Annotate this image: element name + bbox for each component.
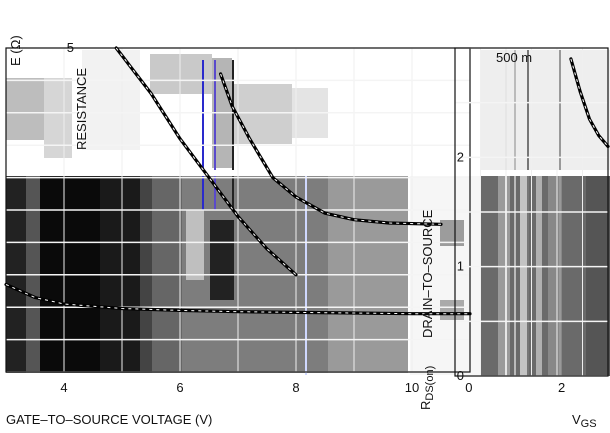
scan-block [26, 175, 40, 373]
series-highlight-1 [570, 58, 609, 147]
x-tick-label: 10 [405, 380, 419, 395]
right-y-axis-symbol: RDS(on) [418, 366, 436, 410]
x-tick-label: 0 [465, 380, 472, 395]
left-x-ticks: 4 6 8 10 [60, 380, 419, 395]
scan-block [210, 220, 234, 300]
right-grid [454, 47, 609, 377]
scan-block [586, 170, 610, 376]
right-y-ticks: 0 1 2 [457, 149, 464, 383]
x-tick-label: 8 [292, 380, 299, 395]
left-x-axis-label: GATE–TO–SOURCE VOLTAGE (V) [6, 412, 212, 427]
right-series-group [569, 57, 610, 148]
scan-block [440, 300, 464, 320]
right-x-axis-sub: GS [581, 418, 597, 430]
left-chart: 4 6 8 10 5 GATE–TO–SOURCE VOLTAGE (V) RESIS… [4, 35, 472, 427]
scan-block [548, 170, 562, 376]
left-y-ticks: 5 [67, 40, 74, 55]
right-x-axis-symbol: V [572, 412, 581, 427]
y-tick-label: 5 [67, 40, 74, 55]
scan-block [6, 78, 44, 140]
scan-artifacts [0, 50, 610, 376]
series-highlight-1 [5, 284, 470, 315]
plot-frame [5, 47, 471, 373]
scan-block [6, 175, 26, 373]
scan-block [40, 175, 100, 373]
left-y-axis-unit: E (Ω) [8, 35, 23, 66]
x-tick-label: 2 [558, 380, 565, 395]
scan-block [150, 54, 212, 94]
right-y-axis-symbol-main: R [418, 401, 433, 410]
scan-block [152, 175, 182, 373]
right-x-axis-label: VGS [572, 412, 597, 430]
x-tick-label: 6 [176, 380, 183, 395]
scan-block [480, 50, 610, 170]
right-y-axis-label: DRAIN–TO–SOURCE [420, 209, 435, 338]
x-tick-label: 4 [60, 380, 67, 395]
series-highlight-2 [220, 73, 442, 225]
scan-block [44, 78, 72, 158]
scan-seam [0, 170, 610, 176]
scan-block [520, 170, 528, 376]
scan-block [100, 175, 140, 373]
right-y-axis-symbol-sub: DS(on) [424, 366, 436, 401]
scan-block [498, 170, 510, 376]
scan-block [82, 50, 140, 150]
scan-block [232, 84, 292, 144]
scan-block [186, 210, 204, 280]
left-y-axis-label: RESISTANCE [74, 68, 89, 150]
series-highlight-3 [115, 47, 297, 276]
y-tick-label: 2 [457, 149, 464, 164]
scan-block [140, 175, 152, 373]
left-grid [5, 47, 471, 373]
scan-block [328, 175, 408, 373]
plot-frame [454, 47, 609, 377]
scan-block [536, 170, 542, 376]
y-tick-label: 1 [457, 259, 464, 274]
left-series-group [4, 46, 472, 316]
y-tick-label: 0 [457, 368, 464, 383]
right-legend-fragment: 500 m [496, 50, 532, 65]
